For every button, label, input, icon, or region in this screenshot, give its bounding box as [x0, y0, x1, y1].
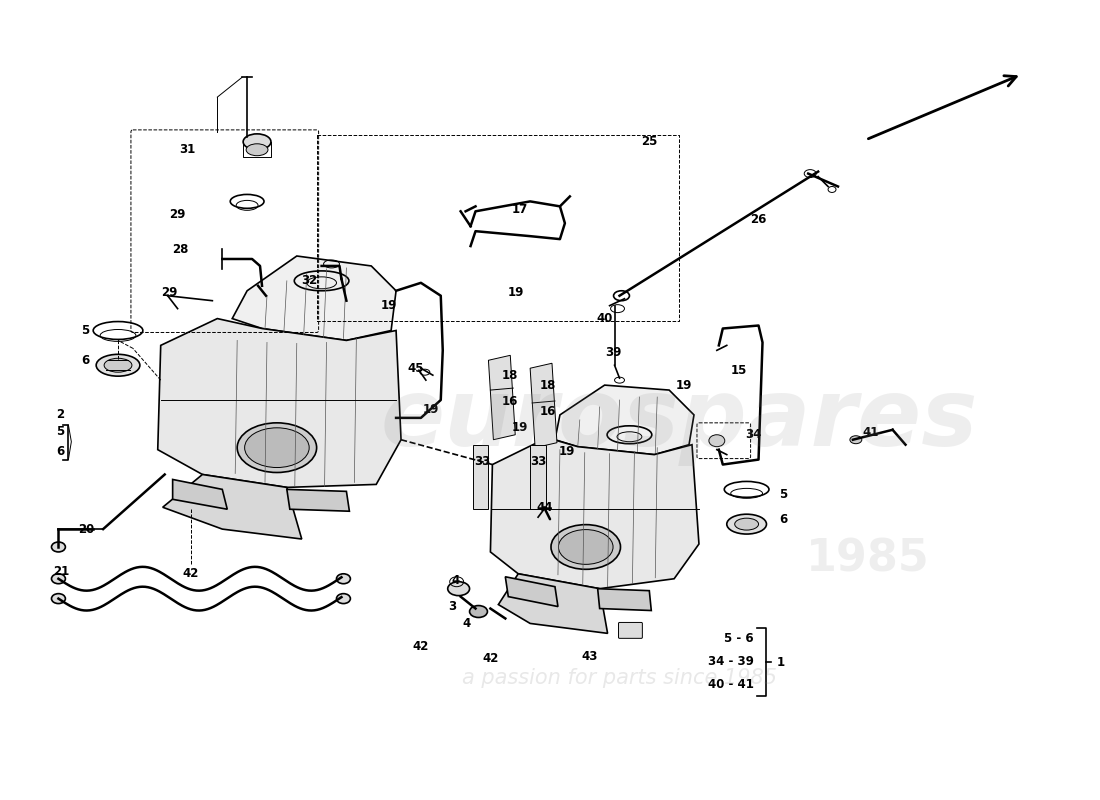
Polygon shape	[505, 577, 558, 606]
Text: 16: 16	[540, 406, 557, 418]
Text: 33: 33	[530, 455, 547, 468]
Text: 32: 32	[301, 274, 318, 287]
Text: 40 - 41: 40 - 41	[707, 678, 754, 690]
Text: 17: 17	[513, 203, 528, 216]
Text: 39: 39	[605, 346, 621, 359]
Ellipse shape	[52, 574, 65, 584]
Polygon shape	[498, 574, 607, 634]
Text: 18: 18	[540, 378, 557, 392]
Text: 40: 40	[596, 312, 613, 325]
Ellipse shape	[448, 582, 470, 596]
Text: 6: 6	[56, 445, 65, 458]
Text: 43: 43	[582, 650, 598, 662]
Ellipse shape	[244, 428, 309, 467]
Text: 44: 44	[537, 501, 553, 514]
Text: 5: 5	[779, 488, 788, 501]
Text: 2: 2	[56, 408, 65, 422]
Text: 42: 42	[482, 652, 498, 665]
Ellipse shape	[551, 525, 620, 570]
FancyBboxPatch shape	[697, 423, 750, 458]
Ellipse shape	[96, 354, 140, 376]
Text: 42: 42	[412, 640, 429, 653]
Text: 19: 19	[422, 403, 439, 417]
Polygon shape	[556, 385, 694, 454]
Text: 19: 19	[512, 422, 528, 434]
Ellipse shape	[337, 594, 351, 603]
Ellipse shape	[52, 594, 65, 603]
Text: 4: 4	[462, 617, 471, 630]
Ellipse shape	[735, 518, 759, 530]
Ellipse shape	[727, 514, 767, 534]
Text: 15: 15	[730, 364, 747, 377]
Text: 19: 19	[675, 378, 692, 392]
Ellipse shape	[337, 574, 351, 584]
Text: 45: 45	[408, 362, 425, 374]
Text: 29: 29	[162, 286, 178, 299]
Text: 5: 5	[56, 426, 65, 438]
Text: 19: 19	[559, 445, 575, 458]
Text: 1: 1	[777, 656, 784, 669]
Text: 6: 6	[779, 513, 788, 526]
Text: 20: 20	[78, 522, 95, 535]
Text: eurospares: eurospares	[381, 374, 978, 466]
Text: 19: 19	[508, 286, 525, 299]
Text: 6: 6	[81, 354, 89, 366]
Text: 29: 29	[169, 208, 186, 221]
Text: 33: 33	[474, 455, 491, 468]
Polygon shape	[530, 363, 557, 448]
Text: a passion for parts since 1985: a passion for parts since 1985	[462, 668, 777, 688]
Text: 1985: 1985	[806, 538, 930, 580]
Polygon shape	[232, 256, 396, 341]
Polygon shape	[157, 318, 402, 487]
Text: 21: 21	[53, 566, 69, 578]
Text: 41: 41	[862, 426, 879, 439]
Ellipse shape	[559, 530, 613, 564]
Ellipse shape	[52, 542, 65, 552]
FancyBboxPatch shape	[618, 622, 642, 638]
Text: 34: 34	[746, 428, 762, 442]
Polygon shape	[287, 490, 350, 511]
Text: 25: 25	[641, 135, 658, 148]
Ellipse shape	[104, 358, 132, 372]
Ellipse shape	[238, 423, 317, 473]
Polygon shape	[173, 479, 228, 510]
Polygon shape	[597, 589, 651, 610]
Polygon shape	[473, 445, 488, 510]
Polygon shape	[491, 438, 698, 589]
Ellipse shape	[243, 134, 271, 150]
Text: 28: 28	[173, 242, 189, 255]
Polygon shape	[163, 474, 301, 539]
Text: 42: 42	[183, 567, 199, 580]
Ellipse shape	[246, 144, 268, 156]
Text: 16: 16	[502, 395, 518, 409]
Ellipse shape	[850, 436, 861, 444]
Polygon shape	[530, 445, 546, 510]
Polygon shape	[488, 355, 515, 440]
Text: 26: 26	[750, 213, 767, 226]
Ellipse shape	[470, 606, 487, 618]
Text: 4: 4	[451, 574, 460, 587]
Text: 5: 5	[81, 324, 89, 337]
Text: 3: 3	[449, 600, 456, 613]
Text: 31: 31	[179, 143, 196, 156]
Text: 19: 19	[381, 299, 397, 312]
Ellipse shape	[708, 434, 725, 446]
Text: 34 - 39: 34 - 39	[707, 654, 754, 668]
Text: 18: 18	[502, 369, 518, 382]
Text: 5 - 6: 5 - 6	[724, 632, 754, 645]
